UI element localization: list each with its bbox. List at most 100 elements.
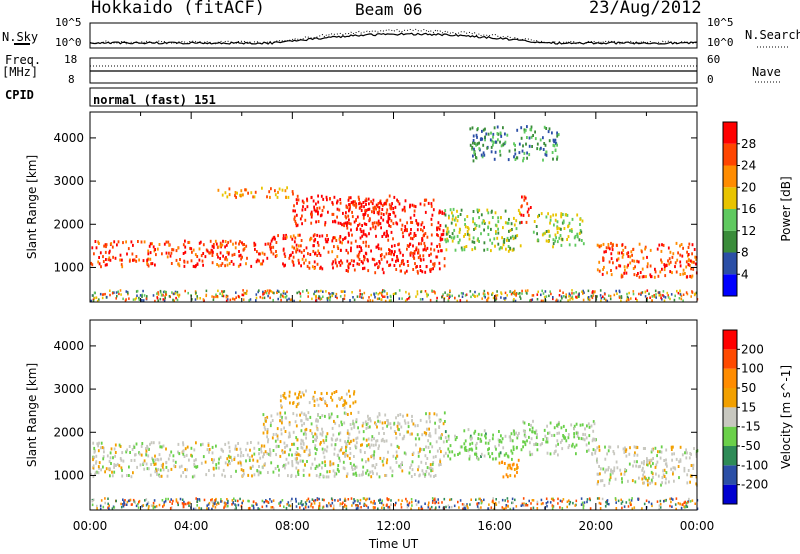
ground-scatter-cell	[261, 499, 264, 503]
scatter-cell	[643, 470, 646, 474]
scatter-cell	[143, 240, 146, 244]
scatter-cell	[298, 390, 301, 394]
scatter-cell	[239, 454, 242, 458]
scatter-cell	[188, 458, 190, 462]
ground-scatter-cell	[171, 502, 173, 505]
ground-scatter-cell	[618, 296, 621, 299]
scatter-cell	[97, 465, 100, 469]
scatter-cell	[616, 466, 619, 470]
ground-scatter-cell	[272, 298, 274, 302]
ground-scatter-cell	[521, 292, 523, 295]
ground-scatter-cell	[435, 506, 437, 509]
scatter-cell	[639, 464, 641, 468]
scatter-cell	[477, 457, 480, 461]
scatter-cell	[487, 452, 490, 456]
scatter-cell	[377, 243, 380, 247]
scatter-cell	[321, 414, 324, 418]
scatter-cell	[360, 246, 362, 250]
ground-scatter-cell	[631, 497, 633, 500]
scatter-cell	[436, 233, 438, 237]
scatter-cell	[594, 438, 597, 442]
scatter-cell	[447, 447, 450, 451]
scatter-cell	[650, 450, 653, 454]
scatter-cell	[250, 441, 252, 444]
ground-scatter-cell	[504, 296, 507, 300]
scatter-cell	[291, 245, 294, 249]
scatter-cell	[488, 221, 491, 225]
scatter-cell	[184, 245, 187, 249]
ground-scatter-cell	[189, 501, 191, 505]
scatter-cell	[624, 469, 626, 473]
ground-scatter-cell	[512, 299, 515, 302]
scatter-cell	[332, 202, 334, 206]
scatter-cell	[367, 214, 369, 218]
ground-scatter-cell	[589, 507, 592, 510]
scatter-cell	[681, 254, 684, 258]
ground-scatter-cell	[460, 292, 463, 295]
scatter-cell	[202, 263, 204, 267]
scatter-cell	[392, 222, 395, 226]
ground-scatter-cell	[464, 505, 467, 508]
scatter-cell	[447, 454, 449, 458]
scatter-cell	[165, 460, 168, 464]
ground-scatter-cell	[504, 298, 506, 301]
scatter-cell	[272, 449, 275, 452]
scatter-cell	[306, 264, 309, 268]
scatter-cell	[297, 453, 300, 457]
scatter-cell	[685, 260, 688, 264]
scatter-cell	[423, 198, 426, 202]
scatter-cell	[406, 244, 409, 248]
ground-scatter-cell	[592, 294, 595, 297]
scatter-cell	[280, 404, 282, 408]
scatter-cell	[673, 452, 675, 456]
scatter-cell	[367, 197, 370, 201]
scatter-cell	[104, 263, 107, 267]
scatter-cell	[386, 220, 389, 224]
ground-scatter-cell	[495, 498, 497, 501]
ground-scatter-cell	[449, 289, 451, 292]
ground-scatter-cell	[238, 295, 240, 298]
scatter-cell	[426, 457, 429, 460]
scatter-cell	[633, 273, 636, 277]
ground-scatter-cell	[674, 503, 677, 506]
scatter-cell	[586, 424, 588, 428]
scatter-cell	[116, 462, 119, 466]
scatter-cell	[468, 237, 471, 241]
scatter-cell	[641, 275, 644, 279]
scatter-cell	[355, 203, 358, 207]
scatter-cell	[428, 472, 430, 476]
scatter-cell	[483, 241, 486, 245]
scatter-cell	[225, 243, 228, 247]
ground-scatter-cell	[433, 290, 435, 293]
scatter-cell	[108, 459, 111, 463]
ground-scatter-cell	[536, 507, 539, 510]
ground-scatter-cell	[461, 295, 464, 298]
ground-scatter-cell	[164, 500, 167, 503]
scatter-cell	[641, 250, 643, 254]
ground-scatter-cell	[570, 296, 573, 300]
scatter-cell	[269, 450, 272, 454]
scatter-cell	[306, 460, 308, 463]
scatter-cell	[295, 213, 298, 217]
scatter-cell	[146, 467, 149, 471]
scatter-cell	[240, 451, 243, 455]
ground-scatter-cell	[262, 290, 264, 294]
scatter-cell	[191, 454, 193, 458]
scatter-cell	[174, 460, 177, 464]
scatter-cell	[510, 222, 513, 226]
scatter-cell	[336, 415, 339, 419]
scatter-cell	[365, 460, 367, 464]
scatter-cell	[175, 249, 178, 253]
scatter-cell	[336, 453, 339, 457]
colorbar-tick-label: 16	[741, 202, 756, 216]
scatter-cell	[430, 202, 433, 206]
ground-scatter-cell	[445, 505, 447, 509]
scatter-cell	[490, 145, 493, 149]
scatter-cell	[295, 453, 298, 457]
ground-scatter-cell	[559, 289, 561, 292]
scatter-cell	[358, 222, 361, 226]
scatter-cell	[388, 217, 391, 220]
scatter-cell	[321, 427, 323, 431]
scatter-cell	[426, 235, 429, 239]
